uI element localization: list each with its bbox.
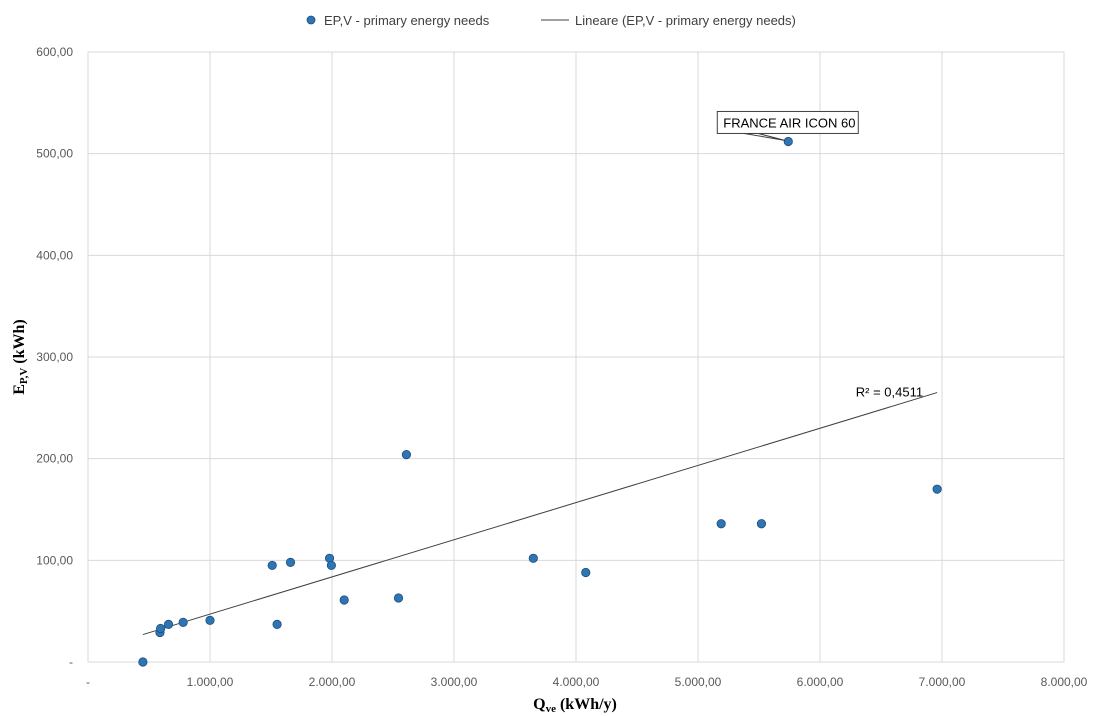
data-point — [272, 619, 282, 629]
y-axis-title: EP,V (kWh) — [11, 319, 30, 395]
y-tick-label: 600,00 — [36, 45, 73, 59]
data-point — [339, 595, 349, 605]
r-squared-label: R² = 0,4511 — [856, 385, 923, 400]
y-tick-label: 100,00 — [36, 553, 73, 567]
callout-box — [716, 110, 859, 134]
legend-marker-scatter — [306, 15, 316, 25]
gridlines — [87, 51, 1065, 663]
trendline — [142, 392, 938, 636]
callout-pointer — [744, 132, 786, 141]
x-tick-label: 1.000,00 — [187, 675, 234, 689]
x-tick-label: 5.000,00 — [675, 675, 722, 689]
legend-label-scatter: EP,V - primary energy needs — [324, 13, 490, 28]
data-point — [581, 567, 591, 578]
plot-area-border — [87, 51, 1065, 663]
data-point — [326, 560, 336, 571]
data-point — [716, 519, 726, 529]
x-tick-label: 2.000,00 — [309, 675, 356, 689]
x-tick-label: 6.000,00 — [797, 675, 844, 689]
legend-label-trendline: Lineare (EP,V - primary energy needs) — [575, 13, 796, 28]
y-tick-label: 400,00 — [36, 248, 73, 262]
data-point — [783, 136, 793, 147]
data-point — [393, 593, 404, 603]
x-axis-title-main: Q — [533, 696, 545, 713]
x-axis-title-sub: ve — [546, 703, 557, 715]
y-tick-label: 300,00 — [36, 350, 73, 364]
x-tick-label: 8.000,00 — [1041, 675, 1088, 689]
data-point — [205, 615, 215, 625]
y-tick-label: 500,00 — [36, 147, 73, 161]
data-point — [285, 557, 296, 567]
data-point — [267, 560, 277, 571]
y-axis-title-rest: (kWh) — [11, 319, 28, 367]
data-point — [528, 553, 538, 563]
data-point — [932, 484, 942, 494]
y-axis-title-sub: P,V — [18, 368, 30, 384]
data-point — [155, 623, 166, 634]
callout-label: FRANCE AIR ICON 60 — [723, 115, 855, 130]
x-axis-ticks: - 1.000,00 2.000,00 3.000,00 4.000,00 5.000,0… — [86, 675, 1088, 689]
data-point — [401, 449, 412, 460]
x-tick-label: 4.000,00 — [553, 675, 600, 689]
x-axis-title: Qve (kWh/y) — [533, 696, 617, 715]
data-point — [138, 657, 148, 667]
data-point — [178, 617, 188, 627]
data-callout: FRANCE AIR ICON 60 — [716, 110, 859, 141]
data-point — [163, 619, 174, 629]
x-tick-label: 3.000,00 — [431, 675, 478, 689]
y-tick-label: 200,00 — [36, 452, 73, 466]
data-point — [756, 519, 767, 529]
x-axis-title-rest: (kWh/y) — [556, 696, 617, 713]
x-tick-label: - — [86, 675, 90, 689]
y-tick-label: - — [69, 655, 73, 669]
x-tick-label: 7.000,00 — [919, 675, 966, 689]
data-points — [138, 136, 942, 667]
y-axis-ticks: - 100,00 200,00 300,00 400,00 500,00 600,00 — [36, 45, 73, 669]
legend: EP,V - primary energy needs Lineare (EP,… — [306, 13, 796, 28]
y-axis-title-main: E — [11, 384, 28, 395]
